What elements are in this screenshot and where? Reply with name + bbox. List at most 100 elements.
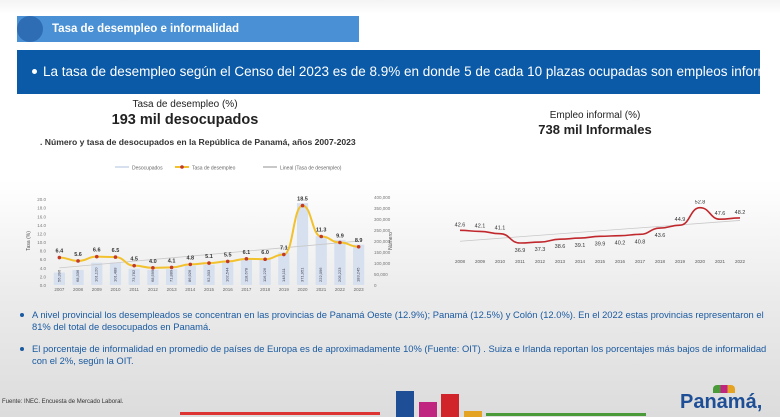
informality-chart: 42.6 42.1 41.1 36.9 37.3 38.6 39.1 39.9 40.2 40.8… bbox=[455, 200, 746, 264]
x-tick-label: 2021 bbox=[316, 287, 327, 292]
bar-desocupados bbox=[240, 258, 253, 285]
bar-desocupados bbox=[184, 265, 196, 285]
banner-text: La tasa de desempleo según el Censo del … bbox=[43, 64, 780, 79]
informality-value-label: 48.2 bbox=[735, 210, 746, 216]
legend-marker bbox=[180, 165, 184, 169]
trend-line bbox=[459, 220, 741, 242]
bar-desocupados bbox=[259, 259, 271, 285]
bar-desocupados bbox=[91, 262, 103, 285]
bullet-icon bbox=[20, 347, 24, 351]
x-tick-label: 2017 bbox=[241, 287, 252, 292]
rate-value-label: 4.1 bbox=[168, 258, 176, 264]
x-tick-label: 2019 bbox=[279, 287, 290, 292]
bar-desocupados bbox=[334, 239, 346, 285]
rate-value-label: 9.9 bbox=[336, 234, 344, 240]
section-header: Tasa de desempleo e informalidad bbox=[17, 16, 359, 42]
x-tick-label: 2014 bbox=[575, 259, 586, 264]
bar-value-label: 68,599 bbox=[150, 269, 155, 282]
bar-desocupados bbox=[165, 269, 178, 285]
x-tick-label: 2020 bbox=[695, 259, 706, 264]
y-tick-label: 10.0 bbox=[37, 240, 46, 245]
y2-tick-label: 300,000 bbox=[374, 217, 391, 222]
bar-value-label: 102,544 bbox=[225, 267, 230, 282]
x-tick-label: 2023 bbox=[354, 287, 365, 292]
bar-desocupados bbox=[353, 244, 365, 285]
bar-desocupados bbox=[72, 269, 84, 285]
x-tick-label: 2022 bbox=[335, 287, 346, 292]
y-axis-label: Tasa (%) bbox=[26, 231, 32, 251]
section-title: Tasa de desempleo e informalidad bbox=[52, 23, 240, 35]
bar-desocupados bbox=[203, 264, 215, 285]
rate-value-label: 7.1 bbox=[280, 246, 288, 252]
bar-desocupados bbox=[296, 203, 309, 285]
x-tick-label: 2016 bbox=[223, 287, 234, 292]
x-tick-label: 2010 bbox=[495, 259, 506, 264]
rate-value-label: 5.6 bbox=[74, 252, 82, 258]
rate-marker bbox=[244, 257, 249, 261]
footer-bar-magenta bbox=[419, 402, 437, 417]
rate-value-label: 5.5 bbox=[224, 252, 232, 258]
rate-marker bbox=[300, 203, 305, 208]
rate-value-label: 6.4 bbox=[56, 249, 65, 255]
y2-tick-label: 350,000 bbox=[374, 206, 391, 211]
rate-marker bbox=[94, 254, 99, 259]
bar-value-label: 371,951 bbox=[299, 267, 304, 282]
bar-value-label: 205,223 bbox=[337, 267, 342, 282]
rate-marker bbox=[225, 259, 230, 264]
x-tick-label: 2009 bbox=[92, 287, 103, 292]
x-tick-label: 2010 bbox=[110, 287, 121, 292]
bar-value-label: 71,889 bbox=[169, 269, 174, 282]
left-headline: 193 mil desocupados bbox=[111, 112, 259, 128]
informality-value-label: 39.1 bbox=[575, 243, 586, 249]
bar-value-label: 183,245 bbox=[356, 267, 361, 282]
x-tick-label: 2018 bbox=[260, 287, 271, 292]
informality-value-label: 40.8 bbox=[635, 239, 646, 245]
y2-tick-label: 200,000 bbox=[374, 239, 391, 244]
bar-desocupados bbox=[53, 272, 65, 285]
rate-marker bbox=[57, 255, 62, 260]
y2-tick-label: 400,000 bbox=[374, 195, 391, 200]
bar-desocupados bbox=[278, 252, 290, 285]
rate-value-label: 11.3 bbox=[316, 227, 326, 233]
footer-line-green bbox=[486, 413, 646, 416]
bar-value-label: 118,678 bbox=[243, 267, 248, 282]
y2-tick-label: 0 bbox=[374, 283, 377, 288]
y-tick-label: 20.0 bbox=[37, 197, 46, 202]
key-message-banner: La tasa de desempleo según el Censo del … bbox=[17, 50, 780, 94]
y-tick-label: 18.0 bbox=[37, 206, 46, 211]
bar-value-label: 86,926 bbox=[187, 269, 192, 282]
x-tick-label: 2009 bbox=[475, 259, 486, 264]
unemployment-chart: Desocupados Tasa de desempleo Lineal (Tasa… bbox=[26, 165, 394, 292]
bar-value-label: 148,111 bbox=[281, 267, 286, 282]
informality-value-label: 43.6 bbox=[655, 233, 666, 239]
rate-value-label: 6.6 bbox=[93, 248, 101, 254]
rate-value-label: 6.5 bbox=[112, 248, 120, 254]
rate-value-label: 4.5 bbox=[130, 257, 138, 263]
bar-desocupados bbox=[147, 269, 159, 285]
x-tick-label: 2015 bbox=[595, 259, 606, 264]
rate-value-label: 5.1 bbox=[205, 254, 213, 260]
rate-value-label: 8.9 bbox=[355, 238, 363, 244]
left-chart-subtitle: . Número y tasa de desocupados en la Rep… bbox=[40, 137, 356, 147]
trend-line bbox=[59, 240, 359, 269]
y2-tick-label: 50,000 bbox=[374, 272, 388, 277]
bar-value-label: 68,336 bbox=[75, 269, 80, 282]
rate-value-label: 4.0 bbox=[149, 259, 157, 265]
bullet-icon bbox=[32, 69, 37, 74]
bullet-text: A nivel provincial los desempleados se c… bbox=[32, 309, 764, 332]
rate-marker bbox=[319, 234, 324, 239]
x-tick-label: 2018 bbox=[655, 259, 666, 264]
panama-logo: Panamá, bbox=[680, 391, 763, 413]
y-tick-label: 6.0 bbox=[40, 257, 47, 262]
rate-marker bbox=[282, 252, 286, 257]
bullet-text: El porcentaje de informalidad en promedi… bbox=[32, 343, 767, 366]
bar-value-label: 56,396 bbox=[56, 269, 61, 282]
source-note: Fuente: INEC. Encuesta de Mercado Labora… bbox=[2, 399, 124, 405]
bar-desocupados bbox=[128, 268, 140, 285]
rate-marker bbox=[169, 265, 174, 270]
informality-value-label: 36.9 bbox=[515, 248, 526, 254]
y2-tick-label: 100,000 bbox=[374, 261, 391, 266]
rate-marker bbox=[132, 263, 136, 268]
x-tick-label: 2021 bbox=[715, 259, 726, 264]
rate-value-label: 6.0 bbox=[261, 250, 269, 256]
